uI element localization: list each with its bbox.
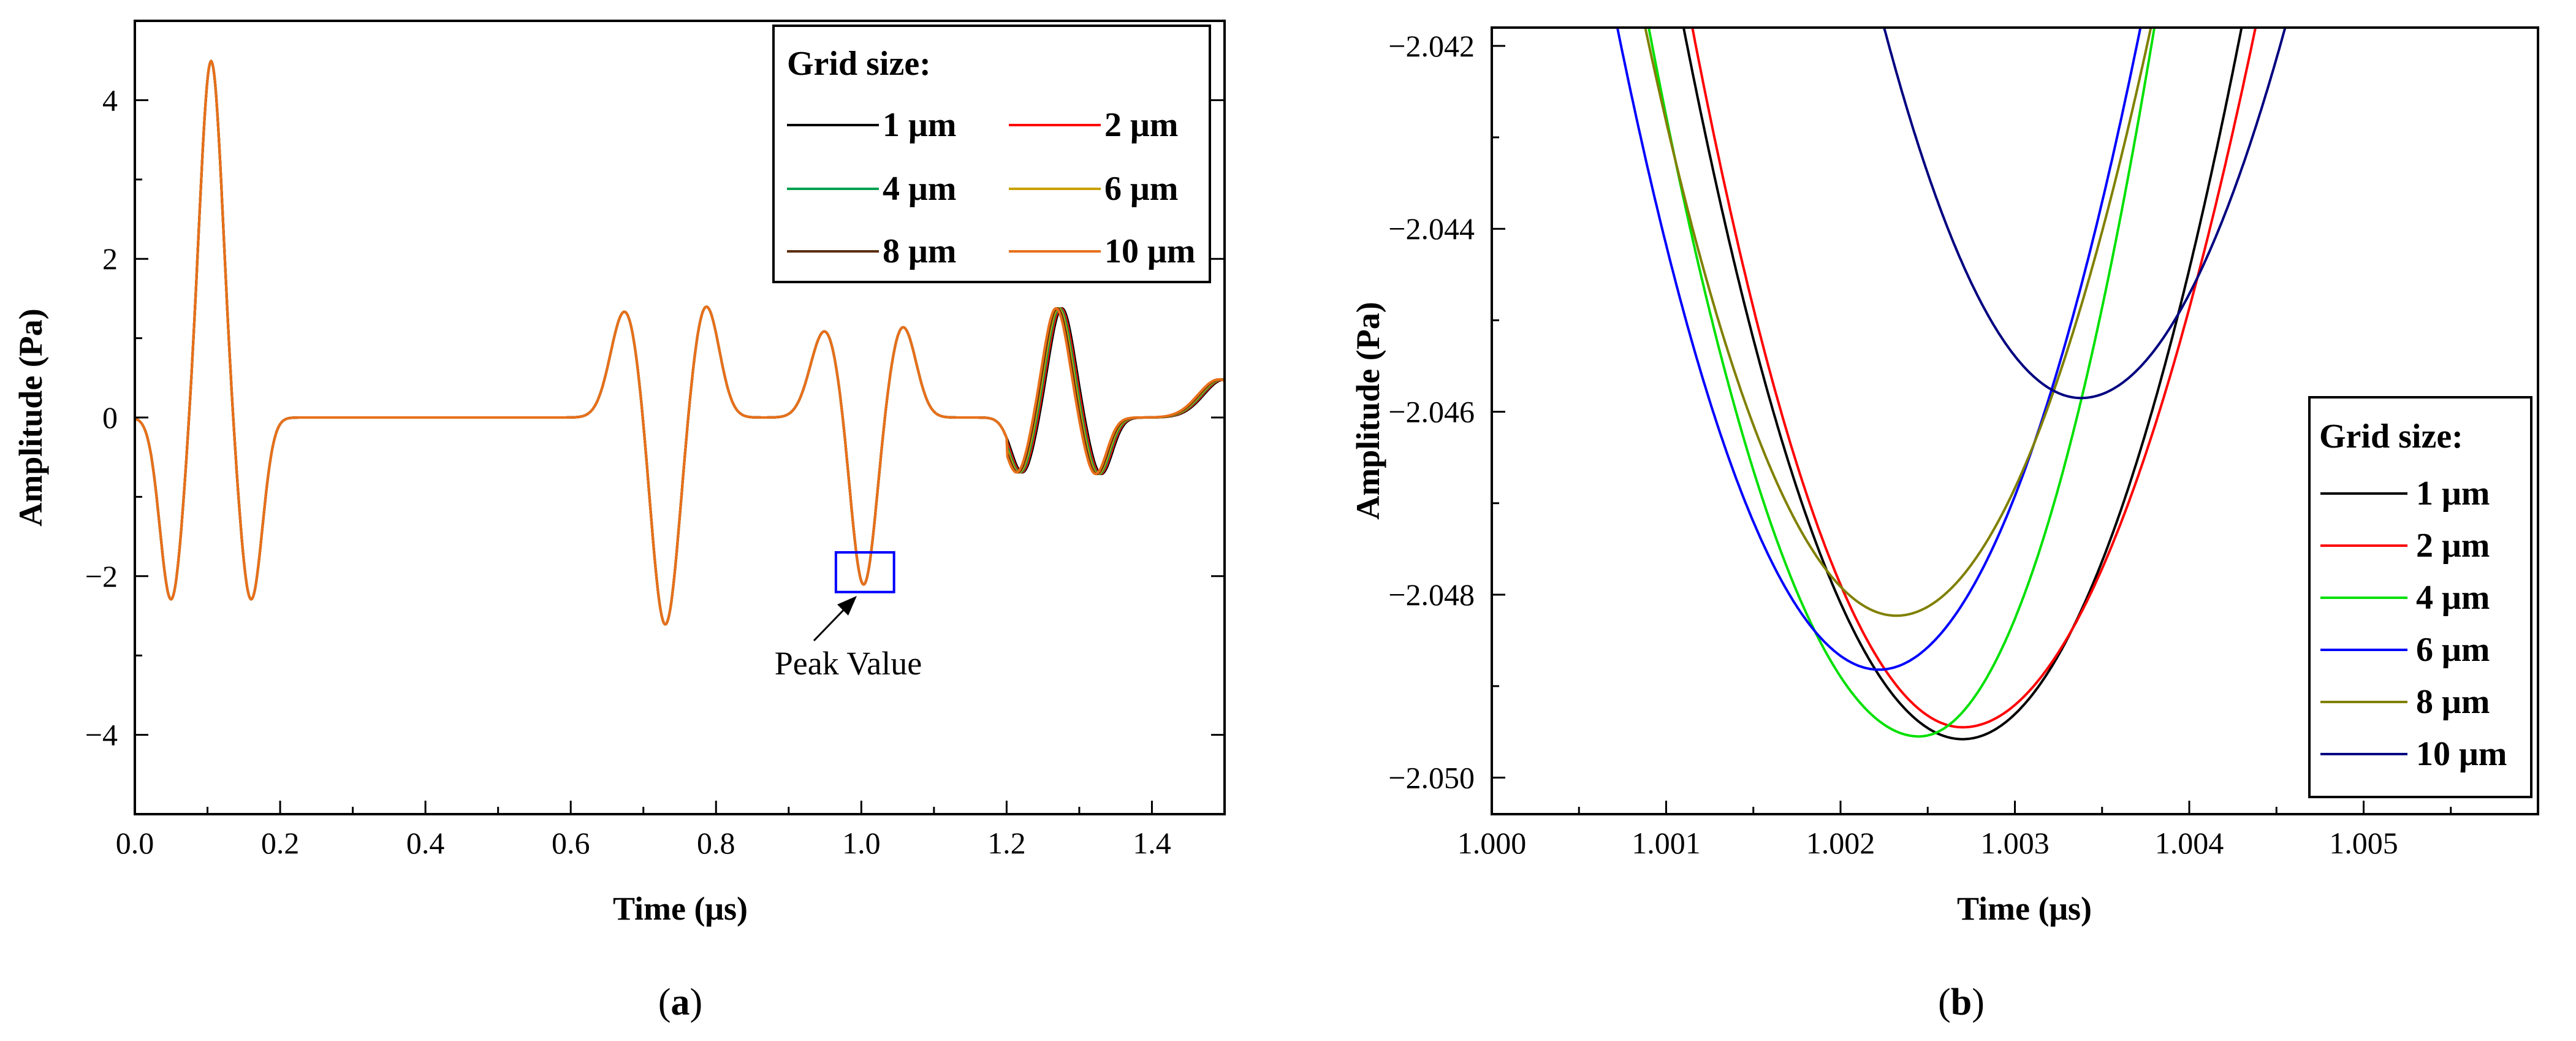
panel-a-legend-label: 6 μm	[1104, 170, 1178, 208]
panel-a-legend-items: 1 μm 2 μm 4 μm 6 μm 8 μm 10 μm	[787, 106, 1195, 270]
panel-b-y-axis-title: Amplitude (Pa)	[1350, 302, 1386, 519]
peak-value-box	[834, 551, 895, 593]
panel-b-x-axis-title: Time (μs)	[1957, 890, 2092, 927]
panel-a-y-ticks: −4 −2 0 2 4	[85, 20, 1225, 815]
panel-a-x-axis-title: Time (μs)	[613, 890, 748, 927]
panel-b-x-tick-label: 1.001	[1632, 826, 1701, 860]
panel-b-series-line	[1616, 28, 2142, 671]
panel-a-label-letter: a	[671, 982, 690, 1023]
panel-b-y-tick-label: −2.050	[1388, 760, 1475, 795]
panel-a-y-tick-label: 2	[102, 242, 118, 276]
panel-a-x-tick-label: 1.4	[1133, 826, 1171, 860]
panel-a-legend-label: 8 μm	[883, 232, 956, 270]
panel-a-curves	[134, 59, 1225, 626]
panel-b-chart: 1.000 1.001 1.002 1.003 1.004 1.005 −2.050−2.…	[1350, 26, 2539, 1023]
panel-a-label: (a)	[658, 982, 702, 1023]
panel-b-label: (b)	[1938, 982, 1985, 1023]
panel-a-label-open: (	[658, 982, 671, 1023]
panel-b-y-tick-label: −2.046	[1388, 395, 1475, 429]
panel-a-x-tick-label: 0.6	[552, 826, 590, 860]
panel-b-label-letter: b	[1951, 982, 1972, 1023]
panel-a-y-tick-label: −2	[85, 559, 118, 593]
panel-a-x-tick-label: 0.8	[697, 826, 735, 860]
panel-b-y-tick-label: −2.042	[1388, 29, 1475, 63]
panel-b-series-line	[1883, 28, 2287, 400]
panel-a-y-axis-title: Amplitude (Pa)	[12, 308, 49, 526]
panel-b-x-tick-label: 1.002	[1806, 826, 1875, 860]
panel-a-legend-label: 4 μm	[883, 170, 956, 208]
peak-value-annotation: Peak Value	[775, 645, 922, 682]
panel-a-legend-label: 10 μm	[1104, 232, 1195, 270]
panel-b-legend-label: 4 μm	[2416, 579, 2490, 617]
panel-b-legend: Grid size: 1 μm 2 μm 4 μm 6 μm 8 μm 10 μm	[2308, 396, 2532, 798]
panel-b-series-line	[1682, 28, 2243, 741]
peak-value-arrow-head	[837, 596, 857, 616]
panel-a-legend-label: 2 μm	[1104, 106, 1178, 144]
panel-a-legend-title: Grid size:	[787, 45, 931, 83]
panel-a-x-tick-label: 0.0	[116, 826, 154, 860]
panel-b-label-close: )	[1972, 982, 1985, 1023]
panel-b-series-line	[1691, 28, 2257, 729]
panel-a-x-ticks: 0.0 0.2 0.4 0.6 0.8 1.0 1.2 1.4	[116, 801, 1226, 860]
panel-b-x-ticks: 1.000 1.001 1.002 1.003 1.004 1.005	[1457, 801, 2452, 860]
panel-b-legend-label: 2 μm	[2416, 527, 2490, 565]
panel-b-legend-label: 8 μm	[2416, 683, 2490, 721]
panel-b-legend-label: 1 μm	[2416, 475, 2490, 513]
panel-b-series-line	[1644, 28, 2152, 617]
panel-b-x-tick-label: 1.004	[2155, 826, 2224, 860]
panel-a-y-tick-label: 4	[102, 83, 118, 117]
panel-b-x-tick-label: 1.003	[1980, 826, 2050, 860]
peak-value-arrow-line	[813, 603, 850, 642]
panel-a-chart: 0.0 0.2 0.4 0.6 0.8 1.0 1.2 1.4 −4 −2 0 2 4 Time (μ…	[12, 20, 1226, 1023]
panel-b-legend-title: Grid size:	[2319, 418, 2463, 456]
panel-b-y-tick-label: −2.048	[1388, 578, 1475, 612]
panel-a-y-tick-label: −4	[85, 718, 118, 752]
panel-a-legend: Grid size: 1 μm 2 μm 4 μm 6 μm 8 μm 10 μm	[772, 25, 1211, 283]
panel-a-x-tick-label: 0.4	[406, 826, 445, 860]
panel-a-legend-label: 1 μm	[883, 106, 956, 144]
panel-b-y-ticks: −2.050 −2.048 −2.046 −2.044 −2.042	[1388, 29, 1505, 795]
panel-b-x-tick-label: 1.005	[2329, 826, 2398, 860]
panel-a-label-close: )	[690, 982, 703, 1023]
panel-b-curves	[1616, 28, 2287, 741]
panel-b-legend-items: 1 μm 2 μm 4 μm 6 μm 8 μm 10 μm	[2320, 475, 2507, 773]
panel-a-legend-box	[772, 25, 1211, 283]
panel-a-series-line	[134, 59, 1225, 626]
panel-b-legend-label: 10 μm	[2416, 735, 2507, 773]
panel-a-x-tick-label: 0.2	[261, 826, 300, 860]
panel-b-x-tick-label: 1.000	[1457, 826, 1527, 860]
panel-a-x-tick-label: 1.2	[987, 826, 1026, 860]
panel-b-legend-label: 6 μm	[2416, 631, 2490, 669]
panel-b-series-line	[1647, 28, 2156, 738]
panel-a-y-tick-label: 0	[102, 400, 118, 435]
panel-a-x-tick-label: 1.0	[842, 826, 881, 860]
panel-b-y-tick-label: −2.044	[1388, 212, 1475, 246]
panel-b-label-open: (	[1938, 982, 1951, 1023]
